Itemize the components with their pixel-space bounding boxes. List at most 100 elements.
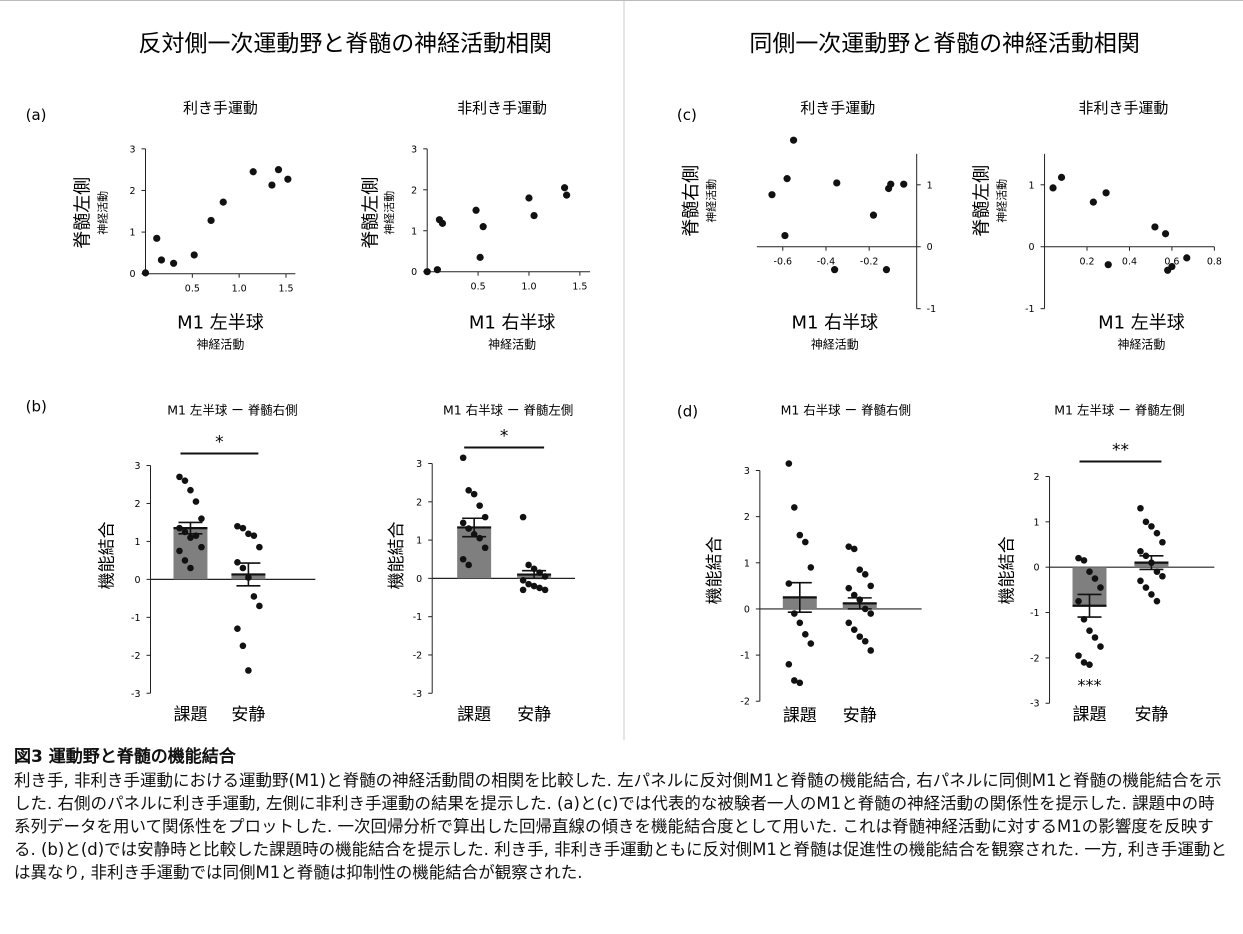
x-tick-label: 0.2 [1079,257,1094,268]
category-label: 安静 [517,705,551,725]
y-tick-label: 0 [129,269,135,280]
y-axis-sublabel: 神経活動 [995,179,1009,223]
data-point [791,610,798,617]
data-point [1075,554,1082,562]
scatter-point [423,268,431,276]
data-point [1080,557,1088,564]
category-label: 課題 [783,706,817,726]
data-point [1097,643,1104,650]
data-point [807,564,815,571]
category-label: 安静 [1134,705,1168,725]
scatter-point [789,136,798,144]
scatter-point [268,181,276,189]
data-point [536,569,543,576]
data-point [850,591,858,599]
data-point [459,454,467,462]
data-point [541,573,549,580]
y-tick-label: -1 [740,651,749,662]
category-label: 課題 [173,705,207,725]
scatter-point [433,266,441,274]
x-tick-label: 0.5 [185,284,200,295]
data-point [791,504,798,511]
data-point [541,586,549,594]
scatter-point [249,168,257,176]
x-tick-label: 0.6 [1164,257,1179,268]
x-axis-label: M1 右半球 [469,313,556,334]
scatter-point [887,180,895,188]
scatter-point [833,179,841,187]
plot-title: M1 左半球 ー 脊髄左側 [1054,403,1184,418]
plot-title: 利き手運動 [800,99,875,117]
data-point [850,626,858,634]
scatter-point [560,184,569,192]
data-point [1153,597,1161,605]
y-axis-label: 機能結合 [98,521,118,589]
data-point [1086,627,1093,634]
data-point [796,531,804,539]
plot-title: 利き手運動 [183,99,258,117]
y-axis-sublabel: 神経活動 [382,191,396,235]
scatter-point [768,191,776,199]
data-point [187,534,194,541]
scatter-point [1049,184,1057,192]
scatter-point [157,256,166,264]
y-tick-label: -1 [1025,304,1034,315]
data-point [465,561,472,569]
data-point [850,545,858,553]
data-point [791,677,798,684]
y-axis-label: 脊髄左側 [972,165,993,237]
data-point [470,490,478,498]
y-tick-label: -3 [413,689,422,700]
data-point [861,605,869,613]
y-tick-label: 2 [416,497,422,508]
data-point [845,543,853,550]
data-point [250,593,258,600]
scatter-point [1151,223,1159,231]
data-point [845,584,853,592]
data-point [187,564,194,572]
data-point [861,637,869,645]
panel-label-c: (c) [677,106,697,124]
y-tick-label: 1 [416,536,422,547]
y-tick-label: 3 [129,144,135,155]
data-point [525,561,532,569]
y-tick-label: 2 [134,499,140,510]
data-point [459,555,467,563]
y-tick-label: 0 [1034,563,1040,574]
data-point [1159,538,1166,546]
category-label: 課題 [1073,705,1107,725]
y-tick-label: -1 [413,612,422,623]
figure-caption: 図3 運動野と脊髄の機能結合 利き手, 非利き手運動における運動野(M1)と脊髄… [14,746,1229,884]
scatter-point [190,251,198,259]
data-point [234,522,241,530]
data-point [176,547,183,555]
data-point [785,661,793,668]
data-point [465,487,472,494]
x-tick-label: 0.8 [1207,257,1222,268]
scatter-point [563,191,571,199]
y-tick-label: 1 [1029,180,1035,191]
caption-title: 図3 運動野と脊髄の機能結合 [14,747,236,767]
x-tick-label: -0.6 [774,257,792,268]
scatter-point [479,223,487,231]
data-point [1097,584,1104,591]
y-tick-label: -1 [131,613,140,624]
data-point [785,460,793,467]
x-axis-label: M1 左半球 [1098,313,1185,334]
y-axis-label: 機能結合 [387,521,407,589]
data-point [181,557,189,564]
y-tick-label: 2 [744,512,750,523]
category-label: 安静 [231,705,265,725]
y-tick-label: 3 [416,459,422,470]
scatter-point [831,266,839,274]
y-tick-label: 0 [927,242,933,253]
data-point [1080,616,1088,623]
data-point [519,513,527,521]
y-axis-sublabel: 神経活動 [704,179,718,223]
data-point [245,574,252,581]
plot-title: M1 左半球 ー 脊髄右側 [167,403,297,418]
data-point [785,580,793,587]
